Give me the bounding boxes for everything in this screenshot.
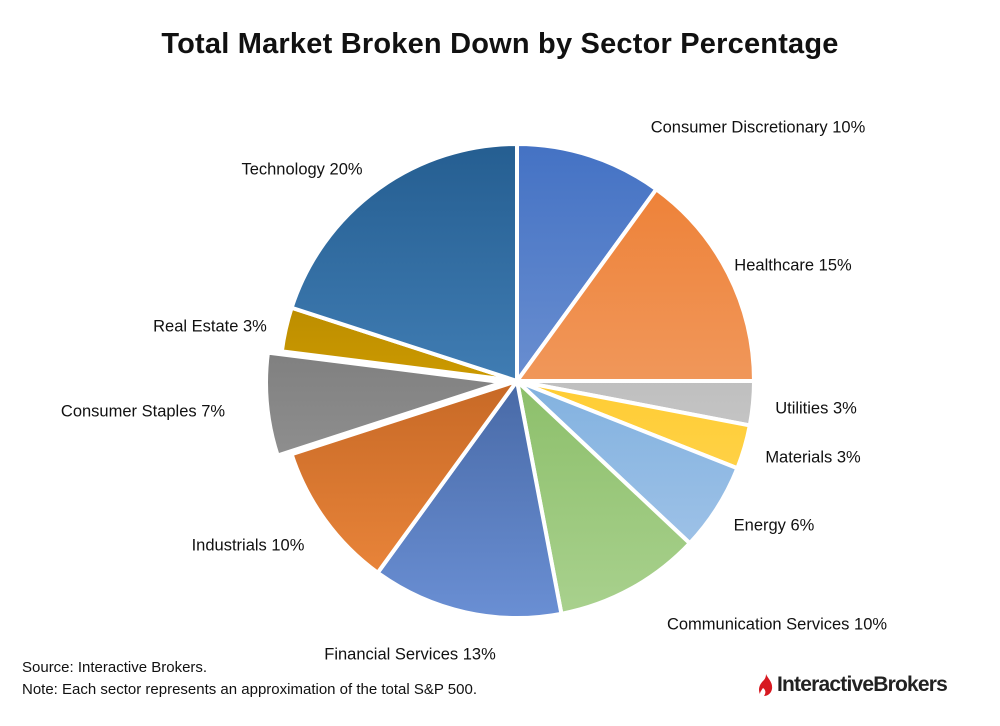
slice-label-technology: Technology 20%	[241, 160, 362, 178]
pie-slice-industrials	[289, 379, 519, 575]
slice-label-communication-services: Communication Services 10%	[667, 615, 887, 633]
slice-label-materials: Materials 3%	[765, 448, 861, 466]
slice-label-consumer-discretionary: Consumer Discretionary 10%	[651, 118, 866, 136]
slice-label-utilities: Utilities 3%	[775, 399, 857, 417]
slice-label-consumer-staples: Consumer Staples 7%	[61, 402, 225, 420]
pie-slices	[264, 142, 756, 620]
slice-label-healthcare: Healthcare 15%	[734, 256, 852, 274]
source-note: Source: Interactive Brokers.	[22, 659, 208, 676]
slice-label-financial-services: Financial Services 13%	[324, 645, 496, 663]
slice-label-real-estate: Real Estate 3%	[153, 317, 267, 335]
pie-labels: Consumer Discretionary 10% Healthcare 15%…	[61, 118, 887, 663]
pie-slice-consumer-discretionary	[515, 142, 659, 383]
brand-name: InteractiveBrokers	[777, 673, 948, 696]
chart-title: Total Market Broken Down by Sector Perce…	[161, 28, 839, 60]
pie-slice-healthcare	[515, 187, 756, 383]
brand-flame-icon	[759, 674, 773, 696]
chart-footnotes: Source: Interactive Brokers. Note: Each …	[22, 657, 477, 701]
pie-slice-consumer-staples	[264, 350, 506, 458]
approximation-note: Note: Each sector represents an approxim…	[22, 681, 477, 698]
pie-slice-communication-services	[515, 379, 692, 616]
slice-label-energy: Energy 6%	[734, 516, 815, 534]
pie-slice-technology	[289, 142, 519, 383]
pie-slice-financial-services	[375, 379, 564, 620]
brand-logo: InteractiveBrokers	[758, 673, 948, 697]
slice-label-industrials: Industrials 10%	[192, 536, 305, 554]
